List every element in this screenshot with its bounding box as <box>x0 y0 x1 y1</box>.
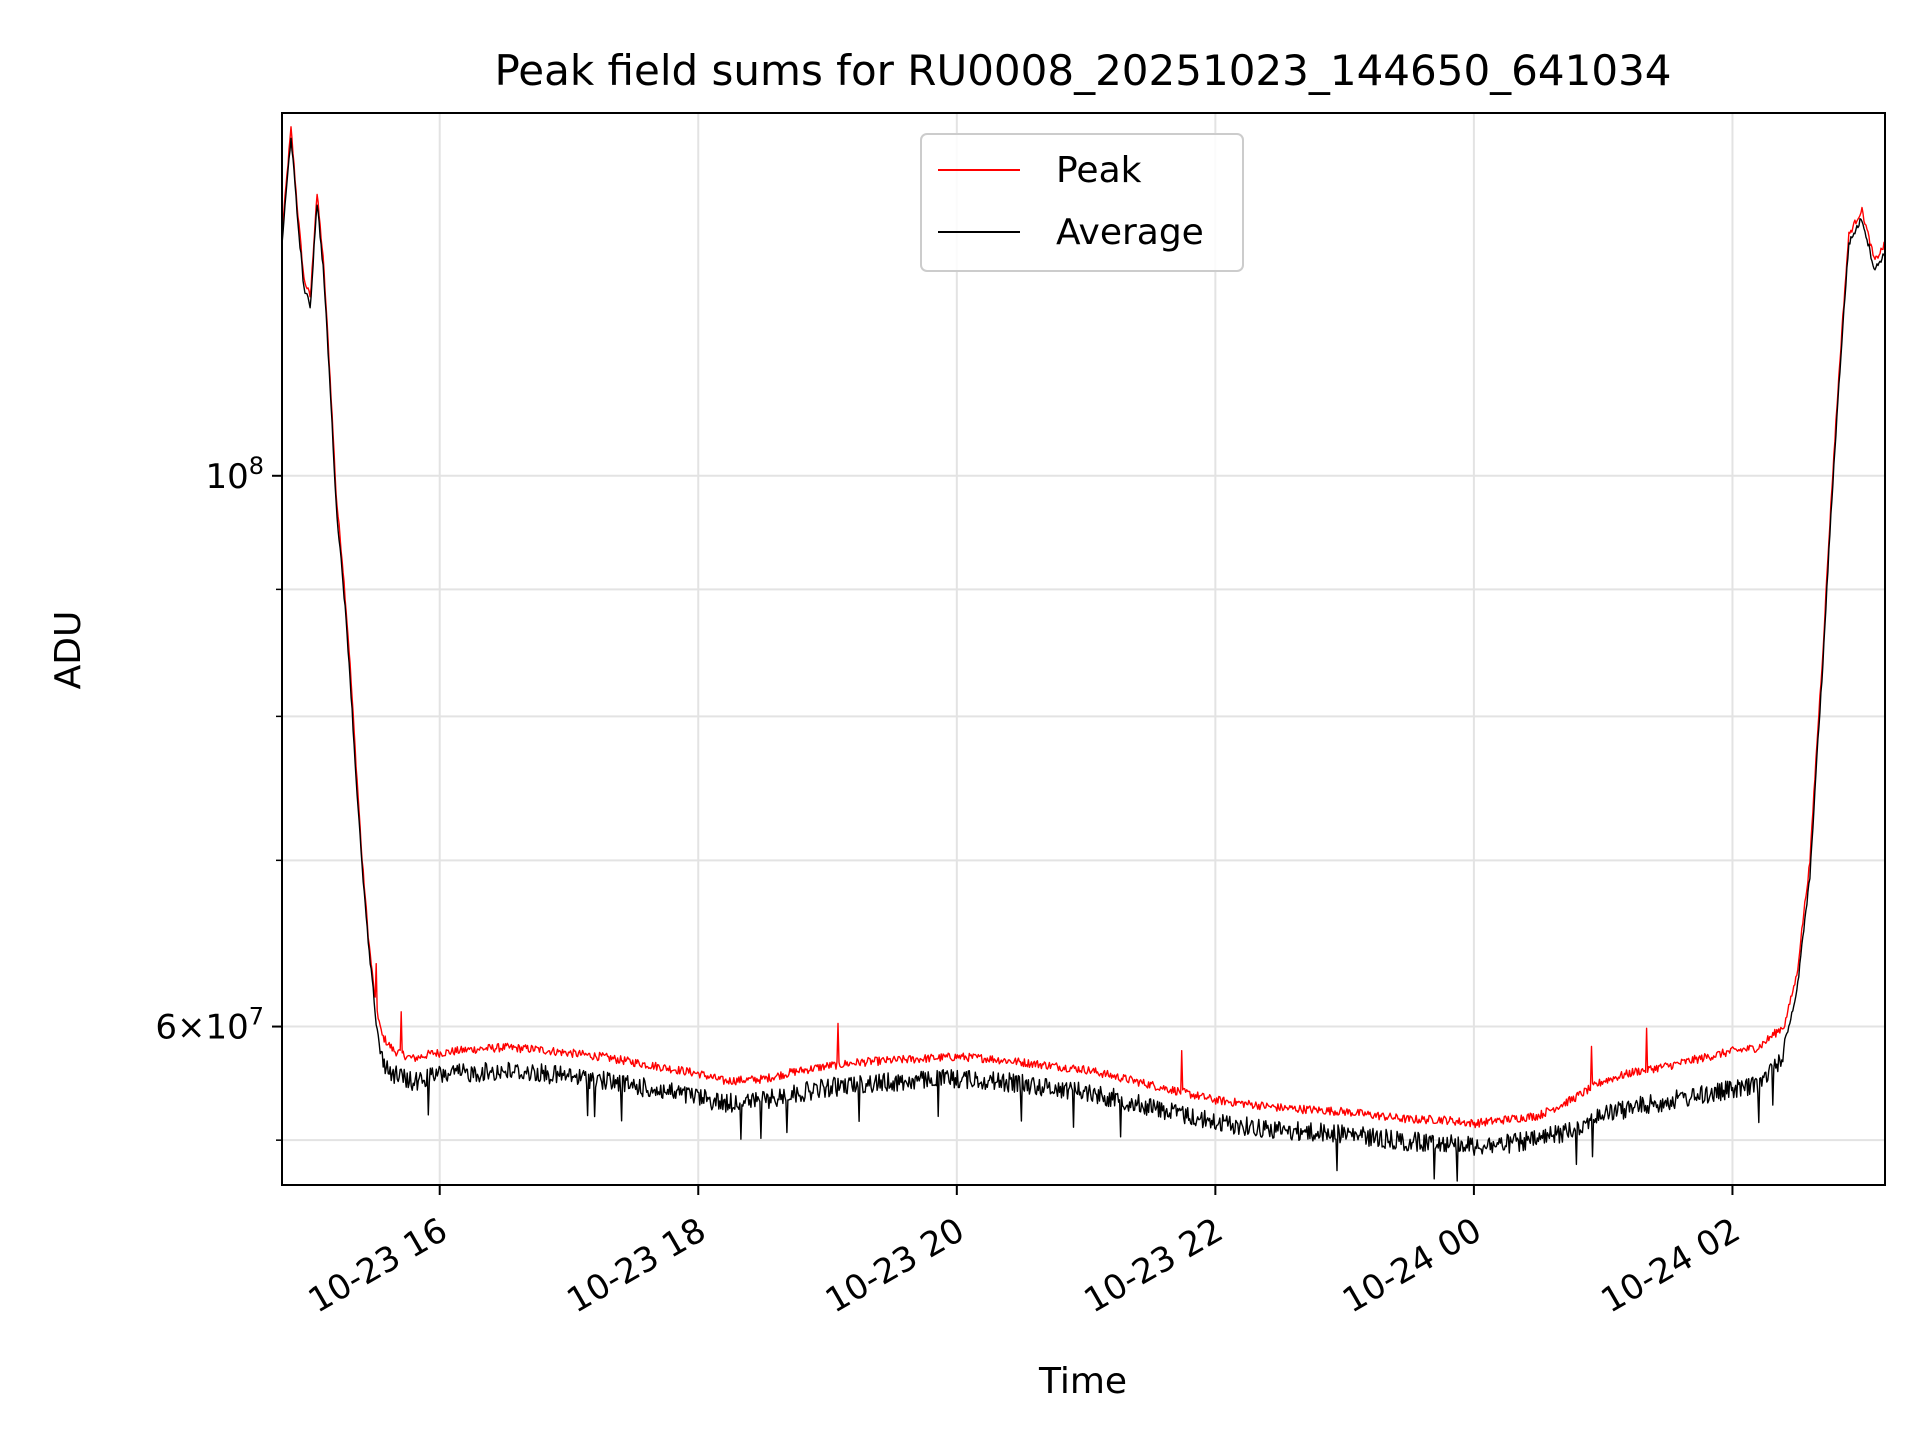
series-layer <box>282 126 1885 1182</box>
x-axis-label: Time <box>1038 1361 1127 1402</box>
series-line-average <box>282 137 1885 1182</box>
legend-box <box>920 133 1244 272</box>
y-tick-label: 6×107 <box>155 1003 264 1048</box>
chart-title: Peak field sums for RU0008_20251023_1446… <box>494 46 1671 95</box>
y-tick-label: 108 <box>205 452 264 497</box>
series-line-peak <box>282 126 1885 1129</box>
legend: Peak Average <box>920 133 1244 272</box>
y-axis-label: ADU <box>48 611 89 690</box>
legend-label-average: Average <box>1056 212 1204 253</box>
plot-frame <box>281 112 1886 1186</box>
grid-lines <box>282 113 1885 1185</box>
legend-label-peak: Peak <box>1056 150 1142 191</box>
